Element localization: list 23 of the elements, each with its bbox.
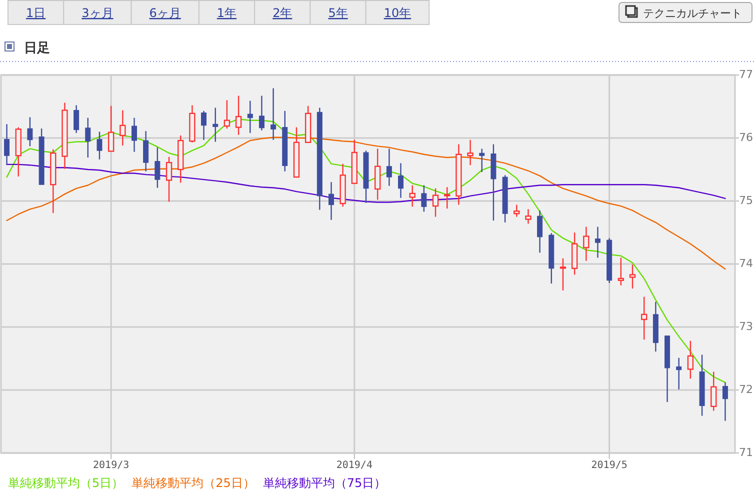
tab: 6ヶ月	[130, 0, 200, 25]
chart-title: 日足	[24, 41, 50, 56]
y-tick-label: 76	[739, 131, 753, 144]
x-tick-label: 2019/4	[336, 460, 372, 471]
y-tick-label: 71	[739, 446, 753, 460]
y-tick-label: 75	[739, 194, 753, 208]
line-series	[6, 136, 726, 270]
y-tick-label: 74	[739, 257, 753, 270]
text: 単純移動平均（75日）	[262, 476, 386, 490]
x-tick-label: 2019/3	[93, 460, 130, 471]
y-tick-label: 72	[739, 383, 753, 396]
tab: 3ヶ月	[63, 0, 132, 25]
tab: 1日	[8, 0, 64, 25]
y-tick-label: 77	[739, 68, 753, 82]
text: 単純移動平均（5日）	[8, 476, 124, 490]
tab: 5年	[310, 0, 366, 25]
y-tick-label: 73	[739, 320, 753, 334]
button: テクニカルチャート	[618, 2, 752, 23]
tab: 2年	[254, 0, 311, 25]
tab: 10年	[365, 0, 430, 25]
text: 単純移動平均（25日）	[132, 476, 255, 490]
tab: 1年	[198, 0, 256, 25]
x-tick-label: 2019/5	[591, 460, 628, 471]
